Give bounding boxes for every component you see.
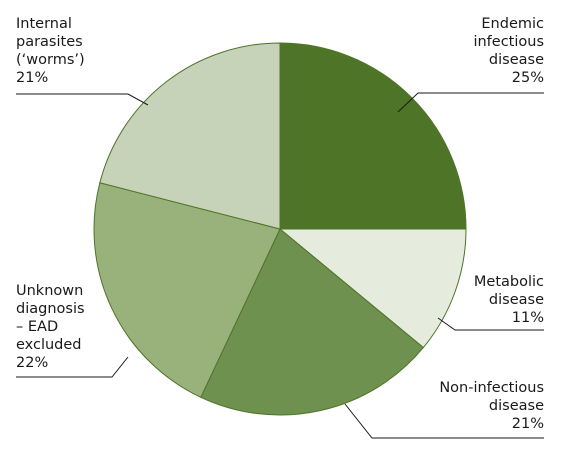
slice-percent-internal-parasites-worms: 21% (16, 70, 48, 86)
slice-percent-non-infectious-disease: 21% (512, 416, 544, 432)
slice-label-unknown-diagnosis-ead-excluded: Unknown diagnosis – EAD excluded 22% (16, 283, 85, 371)
slice-percent-unknown-diagnosis-ead-excluded: 22% (16, 355, 48, 371)
pie-slice-endemic-infectious-disease (279, 42, 467, 230)
slice-percent-endemic-infectious-disease: 25% (512, 70, 544, 86)
leader-line-metabolic-disease (437, 317, 544, 331)
slice-label-internal-parasites-worms: Internal parasites (‘worms’) 21% (16, 16, 85, 86)
slice-label-line: Endemic (481, 16, 544, 32)
slice-label-line: (‘worms’) (16, 52, 85, 68)
slice-label-endemic-infectious-disease: Endemic infectious disease 25% (473, 16, 544, 86)
leader-line-non-infectious-disease (344, 403, 544, 439)
slice-label-line: excluded (16, 337, 82, 353)
leader-line-endemic-infectious-disease (397, 92, 544, 113)
slice-label-line: Non-infectious (439, 380, 544, 396)
slice-label-line: Metabolic (474, 274, 544, 290)
slice-label-metabolic-disease: Metabolic disease 11% (474, 274, 544, 326)
leader-line-internal-parasites-worms (16, 93, 149, 106)
slice-label-non-infectious-disease: Non-infectious disease 21% (439, 380, 544, 432)
slice-label-line: disease (489, 292, 544, 308)
slice-label-line: – EAD (16, 319, 58, 335)
leader-line-unknown-diagnosis-ead-excluded (16, 356, 129, 378)
slice-label-line: diagnosis (16, 301, 85, 317)
slice-percent-metabolic-disease: 11% (512, 310, 544, 326)
slice-label-line: infectious (473, 34, 544, 50)
slice-label-line: Internal (16, 16, 72, 32)
slice-label-line: disease (489, 52, 544, 68)
pie-slice-metabolic-disease (278, 228, 467, 349)
pie-slice-unknown-diagnosis-ead-excluded (93, 182, 281, 398)
pie-slice-non-infectious-disease (200, 228, 425, 416)
slice-label-line: Unknown (16, 283, 83, 299)
slice-label-line: disease (489, 398, 544, 414)
slice-label-line: parasites (16, 34, 83, 50)
pie-slice-internal-parasites-worms (99, 42, 281, 230)
